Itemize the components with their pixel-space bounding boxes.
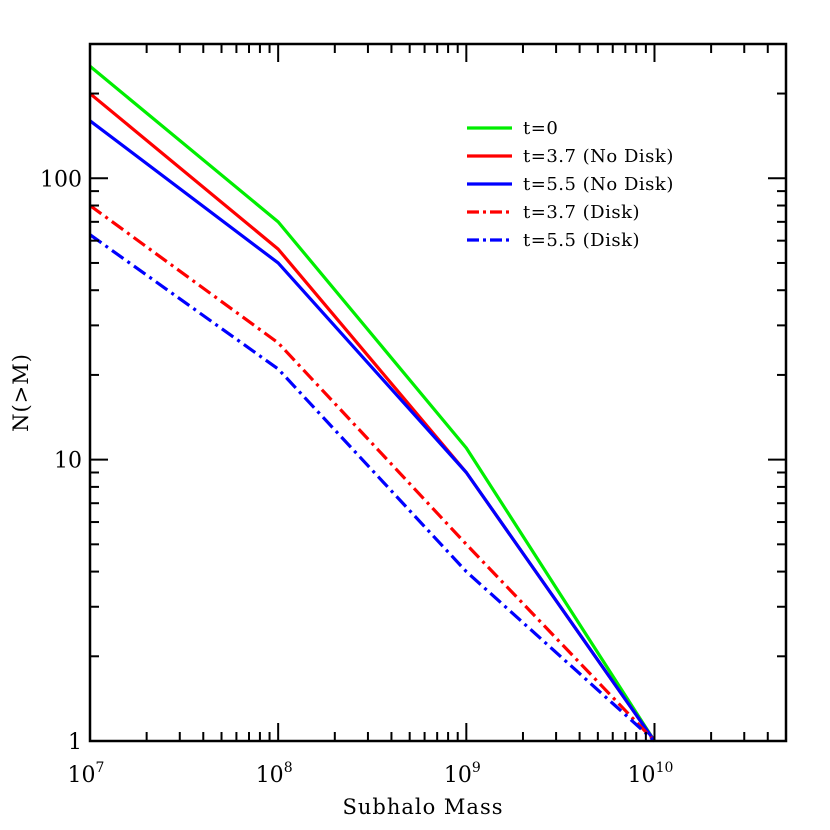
legend-label: t=5.5 (No Disk) — [523, 174, 674, 195]
series-line-4 — [89, 204, 656, 743]
x-tick-label: 107 — [68, 760, 105, 788]
y-axis-label: N(>M) — [9, 353, 33, 432]
ticks-group — [89, 43, 787, 742]
axes-frame — [88, 42, 788, 743]
x-tick-label: 109 — [444, 760, 481, 788]
legend-label: t=0 — [523, 118, 558, 139]
y-tick-label: 10 — [54, 449, 82, 474]
x-tick-label: 1010 — [628, 760, 674, 788]
legend: t=0 t=3.7 (No Disk) t=5.5 (No Disk) t=3.7 (… — [467, 118, 674, 251]
y-tick-label: 100 — [40, 167, 82, 192]
y-tick-label: 1 — [68, 730, 82, 755]
series-line-3 — [89, 119, 656, 742]
plot-frame — [88, 42, 788, 743]
x-tick-label: 108 — [256, 760, 293, 788]
legend-label: t=3.7 (No Disk) — [523, 146, 674, 167]
series-line-5 — [89, 233, 656, 743]
x-axis-label: Subhalo Mass — [342, 795, 503, 819]
legend-label: t=5.5 (Disk) — [523, 230, 640, 251]
series-line-1 — [88, 65, 656, 742]
tick-labels-group: 107 108 109 1010 1 10 100 — [40, 167, 673, 788]
series-group — [88, 65, 656, 743]
legend-label: t=3.7 (Disk) — [523, 202, 640, 223]
